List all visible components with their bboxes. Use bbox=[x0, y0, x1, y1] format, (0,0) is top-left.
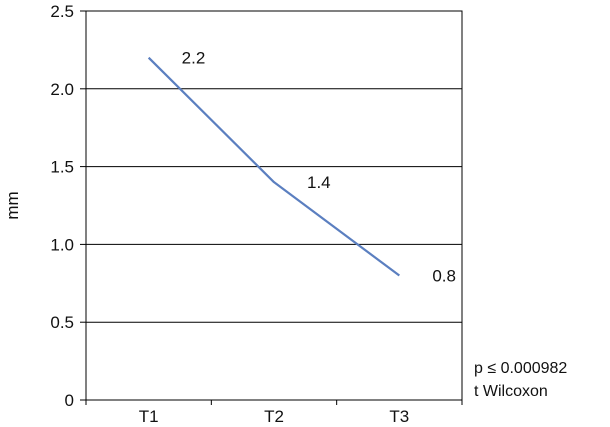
y-tick-label: 1.5 bbox=[50, 158, 74, 177]
x-axis-ticks: T1 T2 T3 bbox=[85, 400, 463, 426]
x-tick-label: T1 bbox=[139, 407, 159, 426]
x-tick-label: T3 bbox=[389, 407, 409, 426]
y-tick-label: 2.0 bbox=[50, 80, 74, 99]
y-tick-label: 0 bbox=[65, 391, 74, 410]
y-axis-ticks: 0 0.5 1.0 1.5 2.0 2.5 bbox=[50, 2, 86, 410]
data-label: 1.4 bbox=[307, 173, 331, 192]
series-line bbox=[147, 56, 400, 277]
data-label: 0.8 bbox=[432, 267, 456, 286]
x-tick-label: T2 bbox=[264, 407, 284, 426]
plot-frame bbox=[85, 10, 463, 401]
data-labels: 2.2 1.4 0.8 bbox=[182, 49, 456, 286]
grid-lines bbox=[86, 88, 462, 323]
data-label: 2.2 bbox=[182, 49, 206, 68]
test-name-annotation: t Wilcoxon bbox=[474, 383, 548, 400]
p-value-annotation: p ≤ 0.000982 bbox=[474, 360, 567, 377]
y-tick-label: 0.5 bbox=[50, 313, 74, 332]
y-axis-title: mm bbox=[3, 191, 22, 219]
y-tick-label: 1.0 bbox=[50, 235, 74, 254]
y-tick-label: 2.5 bbox=[50, 2, 74, 21]
